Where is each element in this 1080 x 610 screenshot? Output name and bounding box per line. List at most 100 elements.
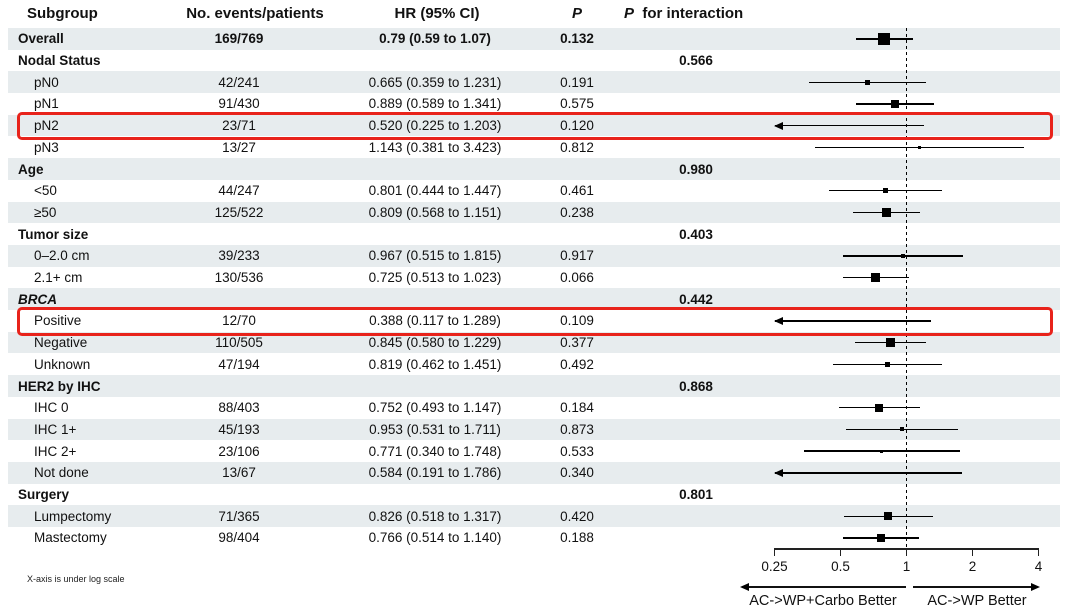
hr-ci-value: 0.819 (0.462 to 1.451) <box>368 356 502 372</box>
events-patients-value: 13/27 <box>222 139 256 155</box>
subgroup-label: Negative <box>34 335 88 351</box>
subgroup-label: Age <box>18 161 44 177</box>
p-value: 0.377 <box>560 335 594 351</box>
hr-ci-value: 0.766 (0.514 to 1.140) <box>368 530 502 546</box>
p-interaction-value: 0.566 <box>679 53 713 69</box>
events-patients-value: 23/106 <box>218 443 260 459</box>
subgroup-label: Tumor size <box>18 226 89 242</box>
p-value: 0.340 <box>560 465 594 481</box>
hr-marker <box>880 449 884 453</box>
left-arrow-icon <box>740 583 749 591</box>
subgroup-label: pN2 <box>34 118 59 134</box>
row-stripe <box>8 114 1060 137</box>
hr-ci-value: 0.665 (0.359 to 1.231) <box>368 74 502 90</box>
x-axis-tick-label: 1 <box>902 559 911 574</box>
subgroup-label: pN3 <box>34 139 59 155</box>
hr-marker <box>917 145 921 149</box>
p-value: 0.184 <box>560 400 594 416</box>
ci-clip-arrow-icon <box>774 121 783 130</box>
footnote-log-scale: X-axis is under log scale <box>27 574 125 584</box>
events-patients-value: 125/522 <box>214 204 264 220</box>
p-value: 0.132 <box>560 31 594 47</box>
hr-ci-value: 0.801 (0.444 to 1.447) <box>368 183 502 199</box>
row-stripe <box>8 201 1060 224</box>
p-interaction-value: 0.801 <box>679 487 713 503</box>
ci-clip-arrow-icon <box>774 468 783 477</box>
events-patients-value: 13/67 <box>222 465 256 481</box>
hr-ci-value: 0.725 (0.513 to 1.023) <box>368 270 502 286</box>
row-stripe <box>8 462 1060 484</box>
x-axis-tick <box>1037 548 1040 556</box>
subgroup-label: Positive <box>34 313 82 329</box>
subgroup-label: 2.1+ cm <box>34 270 83 286</box>
hr-ci-value: 0.584 (0.191 to 1.786) <box>368 465 502 481</box>
subgroup-label: IHC 1+ <box>34 421 77 437</box>
hr-marker <box>878 32 891 45</box>
p-value: 0.812 <box>560 139 594 155</box>
x-axis-tick <box>905 548 908 556</box>
subgroup-label: IHC 2+ <box>34 443 77 459</box>
events-patients-value: 130/536 <box>214 270 264 286</box>
subgroup-label: Nodal Status <box>18 53 101 69</box>
p-interaction-value: 0.403 <box>679 226 713 242</box>
row-stripe <box>8 28 1060 50</box>
hr-ci-value: 0.520 (0.225 to 1.203) <box>368 118 502 134</box>
p-value: 0.420 <box>560 508 594 524</box>
events-patients-value: 110/505 <box>215 335 263 351</box>
ci-line <box>775 124 925 127</box>
hr-marker <box>875 403 884 412</box>
row-stripe <box>8 158 1060 180</box>
hr-marker <box>882 188 888 194</box>
subgroup-label: pN1 <box>34 96 59 112</box>
subgroup-label: 0–2.0 cm <box>34 248 90 264</box>
hr-marker <box>891 99 900 108</box>
row-stripe <box>8 418 1060 441</box>
p-value: 0.533 <box>560 443 594 459</box>
p-interaction-text: for interaction <box>642 5 744 22</box>
subgroup-label: Overall <box>18 31 64 47</box>
left-direction-label: AC->WP+Carbo Better <box>749 593 897 609</box>
events-patients-value: 169/769 <box>214 31 264 47</box>
highlight-box <box>17 111 1053 141</box>
p-value: 0.120 <box>560 118 594 134</box>
col-header-events: No. events/patients <box>186 5 324 22</box>
subgroup-label: Not done <box>34 465 89 481</box>
events-patients-value: 88/403 <box>218 400 260 416</box>
hr-marker <box>877 533 886 542</box>
reference-line-hr1 <box>905 28 908 548</box>
hr-ci-value: 0.967 (0.515 to 1.815) <box>368 248 502 264</box>
ci-line <box>775 472 962 474</box>
left-direction-arrow-line <box>742 586 906 588</box>
p-value: 0.188 <box>560 530 594 546</box>
hr-marker <box>885 338 895 348</box>
hr-ci-value: 0.752 (0.493 to 1.147) <box>368 400 502 416</box>
col-header-hr-ci: HR (95% CI) <box>394 5 480 22</box>
p-value: 0.066 <box>560 270 594 286</box>
x-axis-tick <box>773 548 776 556</box>
subgroup-label: pN0 <box>34 74 59 90</box>
events-patients-value: 44/247 <box>218 183 260 199</box>
hr-marker <box>884 361 890 367</box>
subgroup-label: <50 <box>34 183 57 199</box>
row-stripe <box>8 331 1060 354</box>
p-interaction-value: 0.868 <box>679 378 713 394</box>
row-stripe <box>8 375 1060 397</box>
subgroup-label: Mastectomy <box>34 530 107 546</box>
subgroup-label: IHC 0 <box>34 400 69 416</box>
hr-marker <box>899 427 904 432</box>
x-axis-tick-label: 0.5 <box>831 559 850 574</box>
row-stripe <box>8 71 1060 94</box>
row-stripe <box>8 245 1060 267</box>
x-axis-tick-label: 0.25 <box>761 559 788 574</box>
subgroup-label: ≥50 <box>34 204 57 220</box>
right-direction-arrow-line <box>913 586 1033 588</box>
x-axis-tick <box>971 548 974 556</box>
subgroup-label: Lumpectomy <box>34 508 112 524</box>
p-value: 0.575 <box>560 96 594 112</box>
hr-ci-value: 0.826 (0.518 to 1.317) <box>368 508 502 524</box>
highlight-box <box>17 307 1053 336</box>
hr-ci-value: 0.388 (0.117 to 1.289) <box>369 313 501 329</box>
events-patients-value: 39/233 <box>218 248 260 264</box>
hr-ci-value: 0.889 (0.589 to 1.341) <box>368 96 502 112</box>
